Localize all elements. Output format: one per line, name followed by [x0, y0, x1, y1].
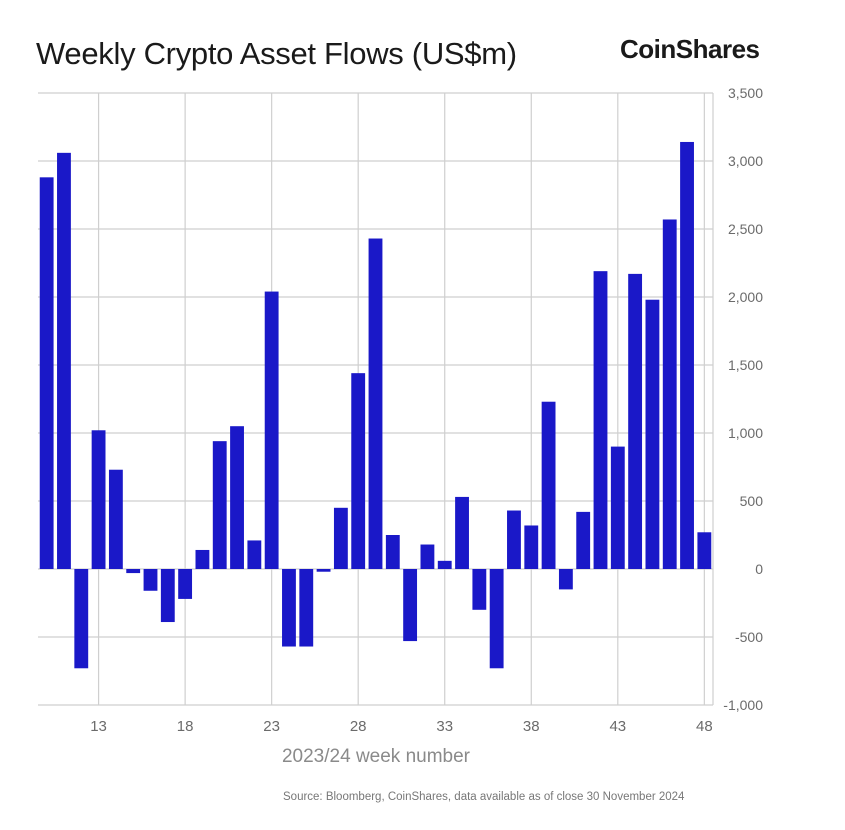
bar [282, 569, 296, 647]
bar [697, 532, 712, 569]
bar [576, 511, 591, 569]
bar [39, 177, 54, 569]
bar [247, 540, 262, 569]
bar [645, 299, 660, 569]
bar [316, 569, 331, 572]
bar [593, 271, 608, 569]
bar [351, 373, 366, 569]
y-tick-label: 3,500 [728, 85, 763, 101]
bar [160, 569, 175, 623]
bar [108, 469, 123, 569]
bar [230, 426, 244, 569]
x-tick-label: 28 [350, 718, 367, 735]
bar [403, 569, 418, 642]
bar [541, 401, 556, 569]
y-tick-label: 1,500 [728, 357, 763, 373]
bar [126, 569, 141, 574]
bar [489, 569, 504, 669]
bar [57, 152, 71, 569]
bar [507, 510, 521, 569]
bar [680, 141, 694, 569]
brand-logo: CoinShares [620, 34, 760, 64]
bar [143, 569, 158, 591]
source-note: Source: Bloomberg, CoinShares, data avai… [283, 791, 685, 803]
x-axis-label: 2023/24 week number [282, 746, 471, 767]
x-tick-label: 23 [263, 718, 280, 735]
x-tick-label: 18 [177, 718, 194, 735]
y-tick-label: 0 [755, 561, 763, 577]
x-tick-label: 43 [609, 718, 626, 735]
y-tick-label: 3,000 [728, 153, 763, 169]
bar [299, 569, 314, 647]
bar [524, 525, 539, 569]
bar [420, 544, 435, 569]
y-tick-label: 1,000 [728, 425, 763, 441]
bar [455, 496, 469, 569]
bar [385, 535, 400, 569]
y-tick-label: 2,000 [728, 289, 763, 305]
bar [662, 219, 677, 570]
y-tick-label: 2,500 [728, 221, 763, 237]
x-tick-label: 38 [523, 718, 540, 735]
x-tick-label: 13 [90, 718, 107, 735]
y-tick-label: -1,000 [723, 697, 763, 713]
bar [74, 569, 89, 669]
x-tick-label: 48 [696, 718, 713, 735]
chart-title: Weekly Crypto Asset Flows (US$m) [36, 36, 517, 71]
bar [212, 441, 227, 569]
bar [628, 273, 643, 569]
bar [195, 549, 210, 569]
y-tick-label: 500 [740, 493, 764, 509]
bar [610, 446, 625, 569]
bar [558, 569, 573, 590]
bar [472, 569, 487, 610]
bar [368, 238, 383, 569]
bar [437, 560, 452, 569]
y-tick-label: -500 [735, 629, 763, 645]
bar [333, 507, 348, 569]
x-tick-label: 33 [436, 718, 453, 735]
bar [178, 569, 193, 599]
bar [264, 291, 279, 569]
bar [91, 430, 106, 569]
